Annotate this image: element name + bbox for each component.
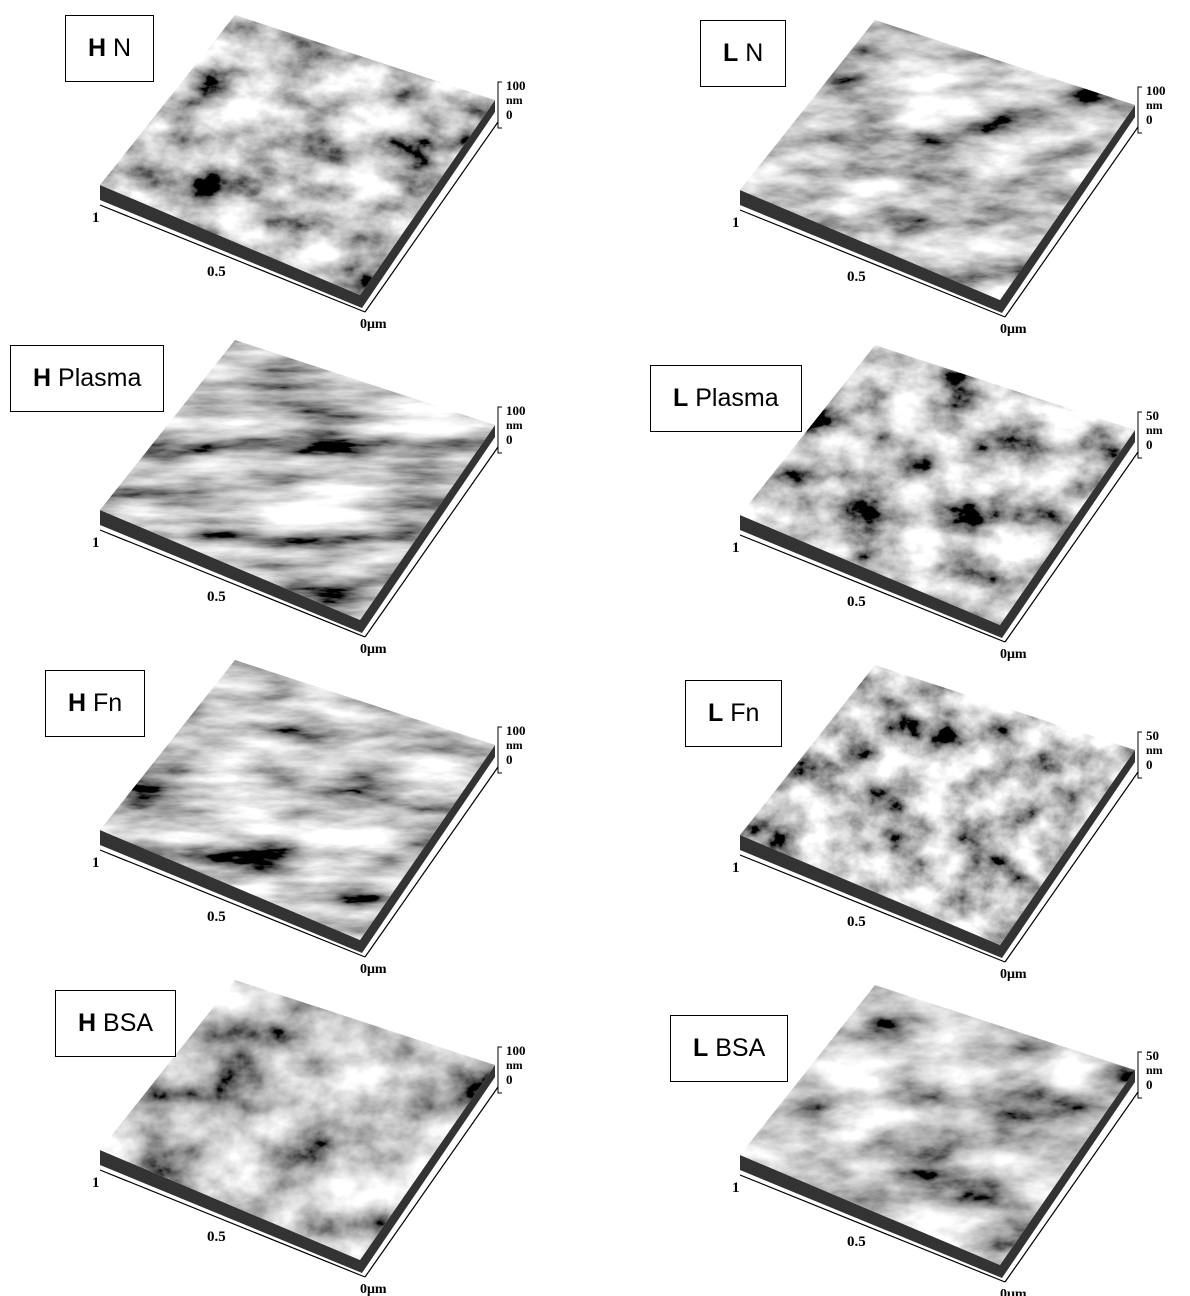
panel-label: L Plasma <box>650 365 802 432</box>
panel-label: H BSA <box>55 990 176 1057</box>
x-near-label: 0μm <box>360 1282 387 1296</box>
z-max-label: 100 <box>1146 83 1166 98</box>
z-min-label: 0 <box>506 752 513 767</box>
x-far-label: 1 <box>92 535 100 551</box>
z-max-label: 50 <box>1146 408 1159 423</box>
z-min-label: 0 <box>1146 437 1153 452</box>
afm-figure: 100nm010.50μm100nm010.50μm100nm010.50μm5… <box>0 0 1190 1296</box>
x-mid-label: 0.5 <box>847 1234 866 1250</box>
z-axis <box>498 82 502 128</box>
x-far-label: 1 <box>732 860 740 876</box>
group-letter: H <box>78 1009 96 1037</box>
surface <box>95 10 500 300</box>
x-far-label: 1 <box>92 1175 100 1191</box>
x-far-label: 1 <box>732 1180 740 1196</box>
z-unit-label: nm <box>1146 423 1163 437</box>
x-far-label: 1 <box>92 210 100 226</box>
z-unit-label: nm <box>1146 743 1163 757</box>
surface <box>735 980 1140 1270</box>
z-unit-label: nm <box>1146 1063 1163 1077</box>
z-axis <box>498 1047 502 1093</box>
z-unit-label: nm <box>506 93 523 107</box>
x-far-label: 1 <box>92 855 100 871</box>
z-unit-label: nm <box>506 418 523 432</box>
z-axis <box>1138 87 1142 133</box>
x-near-label: 0μm <box>1000 1287 1027 1296</box>
z-unit-label: nm <box>506 738 523 752</box>
z-max-label: 100 <box>506 723 526 738</box>
x-near-label: 0μm <box>1000 322 1027 337</box>
x-mid-label: 0.5 <box>847 594 866 610</box>
panel-label: H N <box>65 15 154 82</box>
z-min-label: 0 <box>1146 112 1153 127</box>
x-mid-label: 0.5 <box>207 909 226 925</box>
z-max-label: 50 <box>1146 728 1159 743</box>
panel-label: L N <box>700 20 786 87</box>
x-mid-label: 0.5 <box>847 269 866 285</box>
surface <box>95 655 500 945</box>
z-axis <box>1138 412 1142 458</box>
z-max-label: 100 <box>506 1043 526 1058</box>
condition: Plasma <box>695 384 778 412</box>
x-mid-label: 0.5 <box>207 589 226 605</box>
x-far-label: 1 <box>732 215 740 231</box>
surface <box>735 660 1140 950</box>
z-axis <box>498 407 502 453</box>
group-letter: H <box>88 34 106 62</box>
surface <box>735 15 1140 305</box>
group-letter: L <box>673 384 688 412</box>
z-unit-label: nm <box>1146 98 1163 112</box>
x-near-label: 0μm <box>1000 967 1027 982</box>
x-mid-label: 0.5 <box>207 1229 226 1245</box>
z-min-label: 0 <box>506 107 513 122</box>
condition: BSA <box>103 1009 153 1037</box>
panel-label: H Plasma <box>10 345 164 412</box>
z-max-label: 100 <box>506 78 526 93</box>
z-axis <box>1138 732 1142 778</box>
condition: Fn <box>93 689 122 717</box>
x-near-label: 0μm <box>360 962 387 977</box>
x-far-label: 1 <box>732 540 740 556</box>
panel-label: H Fn <box>45 670 145 737</box>
panel-label: L BSA <box>670 1015 788 1082</box>
condition: N <box>113 34 131 62</box>
condition: BSA <box>715 1034 765 1062</box>
z-min-label: 0 <box>506 432 513 447</box>
z-max-label: 100 <box>506 403 526 418</box>
panel-label: L Fn <box>685 680 782 747</box>
figure: 100nm010.50μm100nm010.50μm100nm010.50μm5… <box>0 0 1190 1296</box>
x-near-label: 0μm <box>1000 647 1027 662</box>
condition: Fn <box>730 699 759 727</box>
group-letter: L <box>723 39 738 67</box>
z-min-label: 0 <box>1146 757 1153 772</box>
x-mid-label: 0.5 <box>207 264 226 280</box>
z-min-label: 0 <box>506 1072 513 1087</box>
z-axis <box>498 727 502 773</box>
z-axis <box>1138 1052 1142 1098</box>
z-min-label: 0 <box>1146 1077 1153 1092</box>
group-letter: H <box>33 364 51 392</box>
x-near-label: 0μm <box>360 642 387 657</box>
z-unit-label: nm <box>506 1058 523 1072</box>
condition: N <box>745 39 763 67</box>
group-letter: L <box>708 699 723 727</box>
group-letter: H <box>68 689 86 717</box>
x-mid-label: 0.5 <box>847 914 866 930</box>
x-near-label: 0μm <box>360 317 387 332</box>
z-max-label: 50 <box>1146 1048 1159 1063</box>
condition: Plasma <box>58 364 141 392</box>
group-letter: L <box>693 1034 708 1062</box>
